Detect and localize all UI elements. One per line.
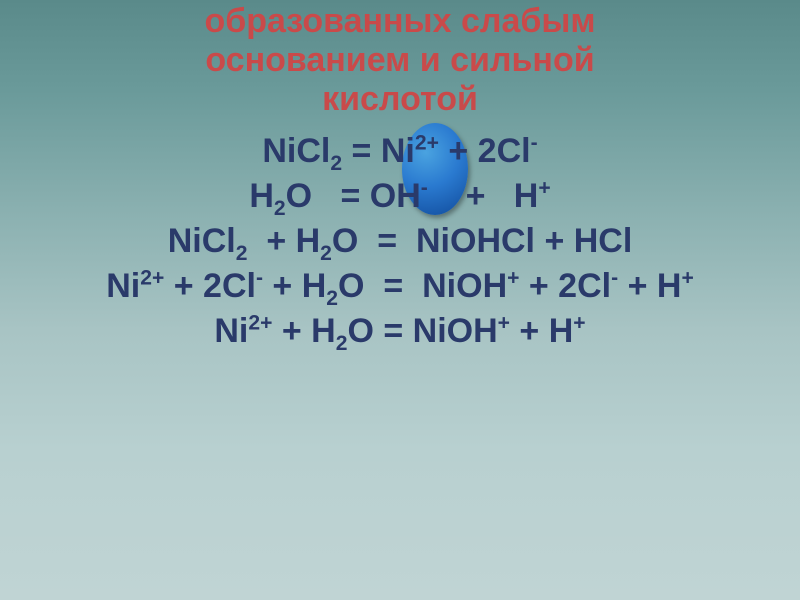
title-line-2: образованных слабым xyxy=(204,2,595,40)
equation-5: Ni2+ + H2O = NiOH+ + H+ xyxy=(28,309,772,354)
slide-title: образованных слабым основанием и сильной… xyxy=(28,0,772,119)
title-line-4: кислотой xyxy=(322,80,478,118)
equation-2: H2O = OH- + H+ xyxy=(28,174,772,219)
equations-area: NiCl2 = Ni2+ + 2Cl- H2O = OH- + H+ NiCl2… xyxy=(28,129,772,353)
equation-4: Ni2+ + 2Cl- + H2O = NiOH+ + 2Cl- + H+ xyxy=(28,264,772,309)
slide: образованных слабым основанием и сильной… xyxy=(0,0,800,600)
equation-1: NiCl2 = Ni2+ + 2Cl- xyxy=(28,129,772,174)
title-line-3: основанием и сильной xyxy=(205,41,594,79)
equation-3: NiCl2 + H2O = NiOHCl + HCl xyxy=(28,219,772,264)
